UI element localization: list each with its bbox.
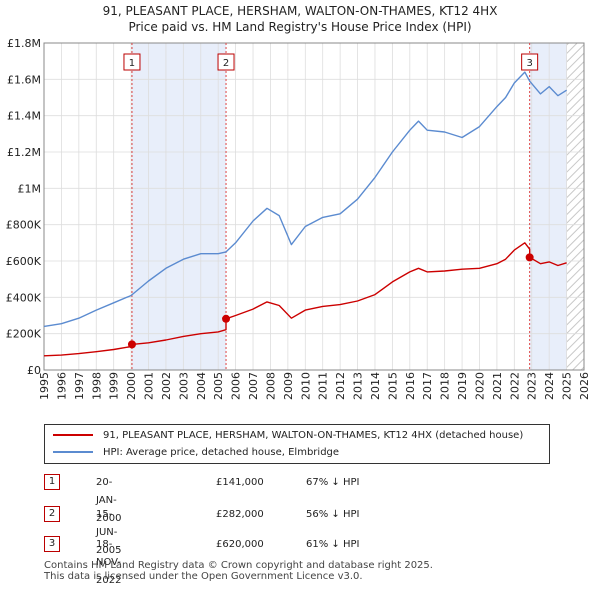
legend-swatch-hpi bbox=[53, 451, 93, 453]
y-tick-label: £1M bbox=[18, 182, 42, 195]
price-chart: 1 2 3 1995 1996 1997 1998 1999 2000 2001 2002 2003… bbox=[6, 37, 591, 400]
x-tick-label: 2006 bbox=[230, 372, 243, 400]
y-tick-label: £0 bbox=[27, 364, 41, 377]
y-tick-label: £1.4M bbox=[7, 110, 41, 123]
x-tick-label: 2014 bbox=[369, 372, 382, 400]
transaction-badge: 2 bbox=[44, 506, 60, 522]
x-tick-label: 1996 bbox=[55, 372, 68, 400]
x-tick-label: 2015 bbox=[386, 372, 399, 400]
x-tick-label: 2016 bbox=[404, 372, 417, 400]
x-tick-label: 2023 bbox=[526, 372, 539, 400]
legend: 91, PLEASANT PLACE, HERSHAM, WALTON-ON-T… bbox=[44, 424, 550, 464]
sale-badge-label: 2 bbox=[223, 58, 229, 69]
x-tick-label: 2025 bbox=[561, 372, 574, 400]
property-price-line bbox=[43, 242, 567, 357]
transaction-price: £620,000 bbox=[216, 539, 264, 550]
sale-badge-label: 1 bbox=[129, 58, 135, 69]
x-tick-label: 2003 bbox=[177, 372, 190, 400]
x-tick-label: 2021 bbox=[491, 372, 504, 400]
ownership-shade bbox=[131, 43, 227, 370]
x-tick-label: 1999 bbox=[108, 372, 121, 400]
x-tick-label: 2004 bbox=[195, 372, 208, 400]
transaction-date: 15-JUN-2005 bbox=[96, 509, 122, 556]
x-tick-label: 2013 bbox=[352, 372, 365, 400]
x-tick-label: 2005 bbox=[212, 372, 225, 400]
x-tick-label: 2017 bbox=[421, 372, 434, 400]
hpi-line bbox=[43, 71, 567, 328]
sale-badge-box bbox=[521, 53, 539, 71]
sale-badge-label: 3 bbox=[526, 58, 532, 69]
legend-item-property: 91, PLEASANT PLACE, HERSHAM, WALTON-ON-T… bbox=[53, 427, 523, 445]
transaction-badge: 3 bbox=[44, 536, 60, 552]
x-tick-label: 2010 bbox=[299, 372, 312, 400]
x-tick-label: 2011 bbox=[317, 372, 330, 400]
transaction-hpi: 67% ↓ HPI bbox=[306, 477, 360, 488]
legend-label-property: 91, PLEASANT PLACE, HERSHAM, WALTON-ON-T… bbox=[103, 430, 524, 441]
transaction-price: £282,000 bbox=[216, 509, 264, 520]
transaction-hpi: 61% ↓ HPI bbox=[306, 539, 360, 550]
sale-badge-box bbox=[217, 53, 235, 71]
chart-subtitle: Price paid vs. HM Land Registry's House … bbox=[128, 20, 472, 34]
plot-background bbox=[44, 43, 584, 370]
x-tick-label: 1995 bbox=[38, 372, 51, 400]
transaction-badge: 1 bbox=[44, 474, 60, 490]
y-tick-label: £1.2M bbox=[7, 146, 41, 159]
y-tick-label: £1.6M bbox=[7, 73, 41, 86]
y-tick-label: £1.8M bbox=[7, 37, 41, 50]
x-tick-label: 2000 bbox=[125, 372, 138, 400]
sale-badge-box bbox=[123, 53, 141, 71]
x-tick-label: 1997 bbox=[73, 372, 86, 400]
transaction-price: £141,000 bbox=[216, 477, 264, 488]
y-tick-label: £200K bbox=[6, 328, 42, 341]
transaction-date: 18-NOV-2022 bbox=[96, 539, 122, 586]
x-tick-label: 1998 bbox=[90, 372, 103, 400]
x-tick-label: 2019 bbox=[456, 372, 469, 400]
x-tick-label: 2009 bbox=[282, 372, 295, 400]
sale-point bbox=[222, 314, 231, 323]
x-tick-label: 2007 bbox=[247, 372, 260, 400]
x-tick-label: 2012 bbox=[334, 372, 347, 400]
x-tick-label: 2022 bbox=[508, 372, 521, 400]
transaction-hpi: 56% ↓ HPI bbox=[306, 509, 360, 520]
sale-point bbox=[127, 340, 136, 349]
transaction-date: 20-JAN-2000 bbox=[96, 477, 122, 524]
x-tick-label: 2024 bbox=[543, 372, 556, 400]
x-tick-label: 2001 bbox=[143, 372, 156, 400]
x-tick-label: 2002 bbox=[160, 372, 173, 400]
ownership-shade bbox=[529, 43, 567, 370]
footer-license: This data is licensed under the Open Gov… bbox=[44, 571, 363, 582]
chart-title: 91, PLEASANT PLACE, HERSHAM, WALTON-ON-T… bbox=[102, 4, 498, 18]
forecast-hatch bbox=[566, 43, 584, 370]
footer: Contains HM Land Registry data © Crown c… bbox=[44, 560, 584, 582]
legend-label-hpi: HPI: Average price, detached house, Elmb… bbox=[103, 447, 340, 458]
legend-swatch-property bbox=[53, 434, 93, 436]
y-tick-label: £600K bbox=[6, 255, 42, 268]
x-tick-label: 2020 bbox=[473, 372, 486, 400]
footer-copyright: Contains HM Land Registry data © Crown c… bbox=[44, 560, 433, 571]
x-tick-label: 2018 bbox=[439, 372, 452, 400]
x-tick-label: 2026 bbox=[578, 372, 591, 400]
legend-item-hpi: HPI: Average price, detached house, Elmb… bbox=[53, 444, 339, 462]
y-tick-label: £800K bbox=[6, 219, 42, 232]
plot-frame bbox=[43, 42, 585, 371]
y-tick-label: £400K bbox=[6, 291, 42, 304]
sale-point bbox=[525, 253, 534, 262]
x-tick-label: 2008 bbox=[264, 372, 277, 400]
